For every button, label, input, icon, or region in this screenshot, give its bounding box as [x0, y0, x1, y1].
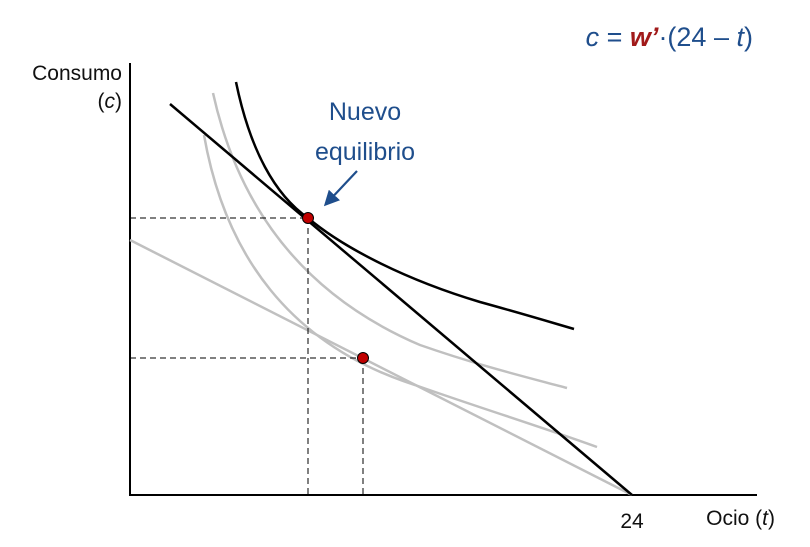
formula-close: ): [744, 22, 753, 52]
new-budget-line: [169, 103, 633, 496]
x-axis-tick-24: 24: [620, 510, 644, 533]
x-axis-label: Ocio (t): [706, 507, 775, 530]
new-equilibrium-point: [302, 212, 314, 224]
y-axis-open-paren: (: [98, 90, 105, 113]
annotation-line1: Nuevo: [329, 98, 401, 126]
formula-rest: ·(24 –: [658, 22, 736, 52]
y-axis-close-paren: ): [115, 90, 122, 113]
y-axis-label-line2: (c): [98, 90, 123, 113]
old-budget-line: [129, 238, 633, 497]
budget-constraint-formula: c = w’·(24 – t): [586, 22, 753, 52]
old-indifference-curve-low: [202, 134, 598, 449]
x-axis-label-var: t: [762, 507, 769, 530]
new-indifference-curve: [234, 81, 575, 331]
x-axis-label-close: ): [768, 507, 775, 530]
x-axis-label-text: Ocio (: [706, 507, 762, 530]
y-axis-label-line1: Consumo: [32, 62, 122, 85]
formula-t: t: [736, 22, 745, 52]
formula-equals: =: [599, 22, 630, 52]
annotation-line2: equilibrio: [315, 138, 415, 166]
formula-c: c: [586, 22, 600, 52]
y-axis-var: c: [105, 90, 116, 113]
old-indifference-curve-mid: [211, 92, 568, 390]
annotation-arrow: [323, 170, 358, 207]
old-equilibrium-point: [357, 352, 369, 364]
formula-wage: w’: [630, 22, 659, 52]
